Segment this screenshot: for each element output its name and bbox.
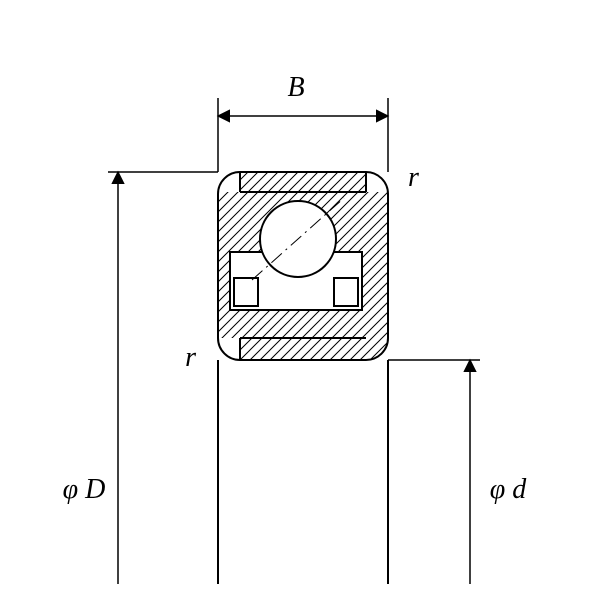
label-r-bottom: r xyxy=(185,342,196,373)
dimension-d: φ d xyxy=(388,360,527,584)
label-D: φ D xyxy=(63,474,106,505)
label-d: φ d xyxy=(490,474,527,505)
bearing-diagram: B φ D φ d r r xyxy=(0,0,600,600)
dimension-D: φ D xyxy=(63,172,218,584)
label-B: B xyxy=(287,72,304,103)
dimension-B: B xyxy=(218,72,388,172)
bearing-body xyxy=(218,172,388,584)
label-r-top: r xyxy=(408,162,419,193)
